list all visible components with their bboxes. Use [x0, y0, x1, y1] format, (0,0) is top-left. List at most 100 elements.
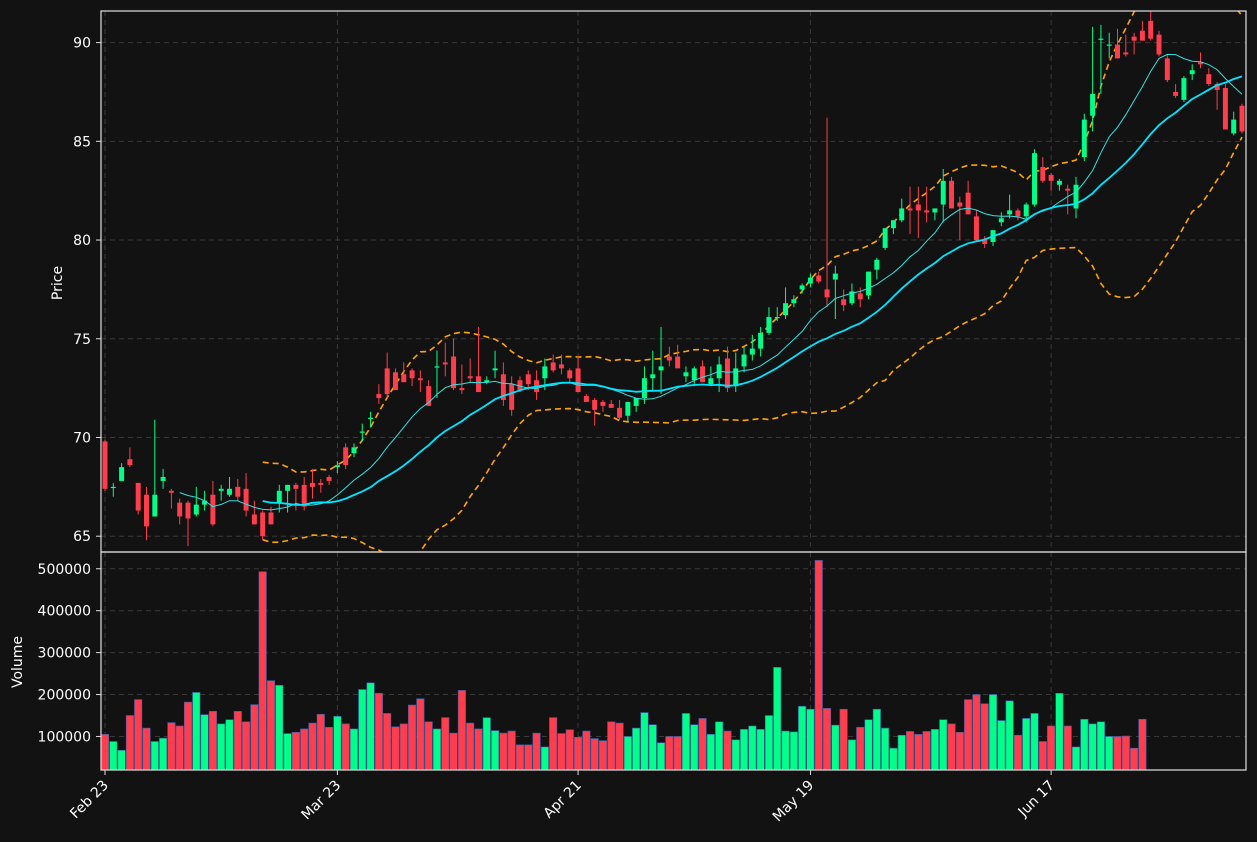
volume-bar [466, 722, 475, 771]
volume-bar [947, 723, 956, 771]
candle-body [434, 366, 440, 368]
volume-bar [773, 666, 782, 771]
price-tick-label: 65 [73, 529, 91, 545]
candle-body [899, 208, 905, 221]
candle-body [1048, 174, 1054, 181]
volume-bar [540, 746, 549, 771]
volume-bar [706, 734, 715, 771]
volume-bar [856, 726, 865, 771]
candle-body [608, 403, 614, 408]
candle-body [575, 368, 581, 393]
volume-bar [499, 732, 508, 771]
candle-body [1173, 91, 1179, 96]
candle-body [890, 220, 896, 229]
price-tick-label: 85 [73, 134, 91, 150]
candlesticks [102, 11, 1245, 547]
volume-bar [740, 729, 749, 771]
volume-bar [1013, 734, 1022, 771]
volume-bar [806, 708, 815, 771]
candle-body [1056, 180, 1062, 185]
candle-body [766, 317, 772, 333]
candle-body [973, 216, 979, 241]
volume-bar [482, 717, 491, 771]
volume-bar [374, 692, 383, 771]
volume-bar [1088, 723, 1097, 771]
volume-bar [142, 727, 151, 771]
volume-bar [930, 729, 939, 771]
volume-bar [300, 728, 309, 771]
candle-body [749, 348, 755, 355]
candle-body [309, 482, 315, 487]
candle-body [119, 467, 125, 481]
volume-tick-label: 400000 [38, 604, 91, 620]
volume-bar [125, 715, 134, 771]
candle-body [359, 431, 365, 433]
candle-body [326, 476, 332, 481]
volume-bar [200, 714, 209, 771]
candle-body [1090, 93, 1096, 116]
candle-body [907, 208, 913, 211]
volume-bar [955, 731, 964, 771]
volume-bar [291, 731, 300, 771]
volume-bar [1113, 736, 1122, 771]
volume-bar [881, 727, 890, 771]
volume-bars [100, 560, 1147, 771]
volume-bar [1030, 713, 1039, 771]
candle-body [691, 368, 697, 381]
candle-body [260, 512, 266, 537]
volume-bar [939, 719, 948, 771]
volume-bar [657, 742, 666, 771]
candle-body [1015, 210, 1021, 217]
volume-bar [1096, 721, 1105, 771]
candle-body [152, 494, 158, 517]
candle-body [824, 289, 830, 298]
candle-body [1164, 58, 1170, 81]
candle-body [500, 374, 506, 400]
candle-body [160, 476, 166, 481]
candle-body [401, 374, 407, 383]
candle-body [733, 368, 739, 387]
candle-body [550, 362, 556, 371]
candle-body [924, 210, 930, 213]
volume-bar [408, 704, 417, 771]
volume-bar [524, 744, 533, 771]
candle-body [799, 285, 805, 290]
volume-bar [1080, 718, 1089, 771]
candle-body [666, 356, 672, 361]
candle-body [558, 364, 564, 369]
candle-body [517, 380, 523, 391]
candle-body [1206, 74, 1212, 85]
volume-bar [590, 738, 599, 771]
volume-bar [109, 741, 118, 771]
volume-bar [731, 739, 740, 771]
candle-body [1040, 166, 1046, 181]
bollinger-lower [262, 136, 1243, 552]
volume-bar [416, 698, 425, 771]
moving-averages [179, 53, 1243, 511]
candle-body [1023, 204, 1029, 217]
volume-frame [100, 551, 1247, 771]
candle-body [1222, 88, 1228, 130]
volume-bar [167, 722, 176, 771]
volume-bar [872, 708, 881, 771]
candle-body [1189, 70, 1195, 75]
volume-axis-label: Volume [10, 636, 26, 688]
volume-bar [980, 703, 989, 771]
candle-body [675, 356, 681, 369]
volume-bar [225, 719, 234, 771]
candle-body [791, 299, 797, 304]
candle-body [1231, 119, 1237, 134]
candle-body [1007, 210, 1013, 215]
volume-bar [549, 717, 558, 771]
candle-body [351, 447, 357, 454]
candle-body [583, 396, 589, 402]
volume-bar [424, 721, 433, 771]
volume-bar [316, 713, 325, 771]
candle-body [724, 358, 730, 389]
volume-bar [1055, 692, 1064, 771]
volume-bar [349, 728, 359, 771]
candle-body [1131, 36, 1137, 41]
volume-bar [640, 712, 649, 771]
volume-bar [1105, 736, 1114, 771]
candle-body [368, 417, 374, 419]
